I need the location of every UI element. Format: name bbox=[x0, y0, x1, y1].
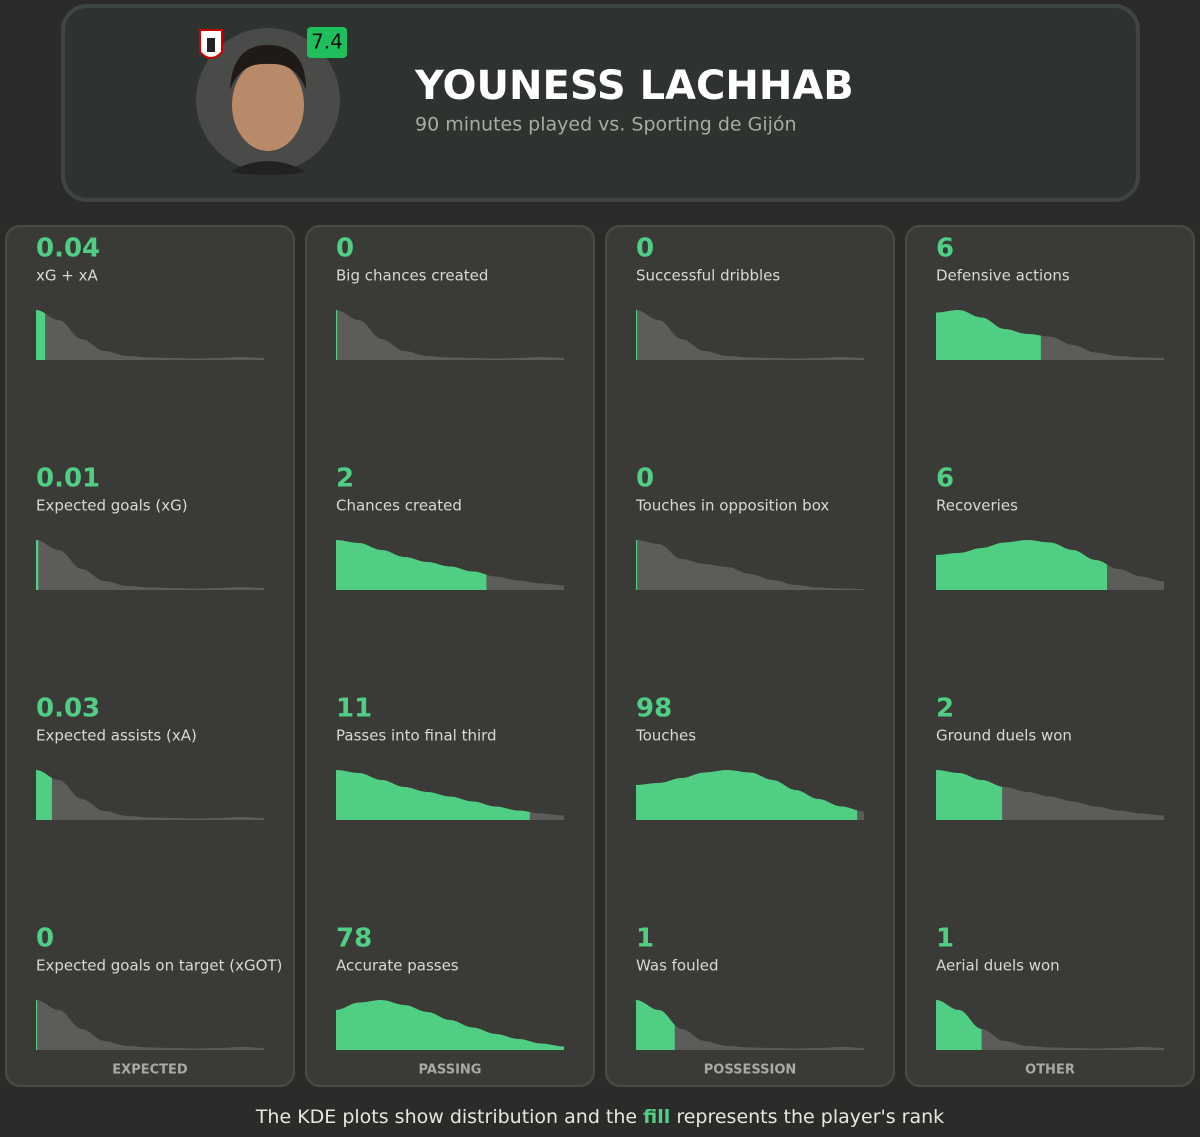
kde-fill bbox=[936, 770, 1003, 820]
kde-fill bbox=[636, 310, 638, 360]
stat-label: Accurate passes bbox=[336, 957, 459, 975]
kde-fill bbox=[336, 540, 487, 590]
stat-label: Was fouled bbox=[636, 957, 719, 975]
stat-column bbox=[905, 225, 1195, 1087]
stat-label: Big chances created bbox=[336, 267, 488, 285]
stat-value: 98 bbox=[636, 694, 672, 724]
stat-value: 78 bbox=[336, 924, 372, 954]
column-title: EXPECTED bbox=[112, 1063, 188, 1078]
avatar-shirt bbox=[230, 161, 306, 175]
stat-label: Defensive actions bbox=[936, 267, 1070, 285]
kde-curve bbox=[936, 1000, 1164, 1050]
stat-label: Ground duels won bbox=[936, 727, 1072, 745]
stat-value: 0 bbox=[36, 924, 54, 954]
stat-label: Touches in opposition box bbox=[635, 497, 829, 515]
kde-curve bbox=[36, 310, 264, 360]
kde-curve bbox=[336, 310, 564, 360]
stat-label: Touches bbox=[635, 727, 696, 745]
stat-value: 2 bbox=[936, 694, 954, 724]
avatar-face bbox=[232, 59, 304, 151]
column-title: POSSESSION bbox=[704, 1063, 797, 1078]
stat-value: 0 bbox=[636, 234, 654, 264]
stat-column bbox=[605, 225, 895, 1087]
stat-value: 0.04 bbox=[36, 234, 100, 264]
stat-label: Recoveries bbox=[936, 497, 1018, 515]
stat-value: 11 bbox=[336, 694, 372, 724]
stat-label: Chances created bbox=[336, 497, 462, 515]
kde-fill bbox=[936, 540, 1107, 590]
kde-curve bbox=[36, 540, 264, 590]
kde-fill bbox=[36, 770, 52, 820]
kde-fill bbox=[636, 1000, 675, 1050]
kde-fill bbox=[336, 310, 338, 360]
kde-fill bbox=[36, 310, 46, 360]
stat-column bbox=[305, 225, 595, 1087]
footer-after: represents the player's rank bbox=[676, 1106, 944, 1128]
kde-fill bbox=[36, 1000, 38, 1050]
stat-value: 0 bbox=[636, 464, 654, 494]
stat-value: 0 bbox=[336, 234, 354, 264]
kde-curve bbox=[36, 770, 264, 820]
stat-label: Aerial duels won bbox=[936, 957, 1060, 975]
match-subtitle: 90 minutes played vs. Sporting de Gijón bbox=[415, 114, 797, 136]
kde-fill bbox=[936, 310, 1041, 360]
kde-fill bbox=[636, 770, 858, 820]
kde-curve bbox=[636, 1000, 864, 1050]
stat-value: 0.03 bbox=[36, 694, 100, 724]
stat-label: Expected assists (xA) bbox=[36, 727, 197, 745]
kde-fill bbox=[936, 1000, 982, 1050]
stat-value: 6 bbox=[936, 464, 954, 494]
kde-fill bbox=[336, 1000, 564, 1050]
stat-value: 0.01 bbox=[36, 464, 100, 494]
stat-label: xG + xA bbox=[36, 267, 98, 285]
stat-value: 6 bbox=[936, 234, 954, 264]
stat-label: Successful dribbles bbox=[636, 267, 780, 285]
stat-label: Expected goals (xG) bbox=[36, 497, 188, 515]
avatar-hair bbox=[230, 45, 306, 90]
club-crest-detail bbox=[207, 38, 215, 52]
rating: 7.4 bbox=[311, 30, 343, 54]
column-title: OTHER bbox=[1025, 1063, 1075, 1078]
kde-curve bbox=[636, 540, 864, 590]
kde-fill bbox=[36, 540, 39, 590]
footer-highlight: fill bbox=[643, 1106, 670, 1128]
column-title: PASSING bbox=[419, 1063, 482, 1078]
stat-value: 1 bbox=[636, 924, 654, 954]
rating-badge bbox=[307, 27, 347, 58]
stat-columns: EXPECTED 0.04 xG + xA 0.01 Expected goals (x… bbox=[5, 225, 1195, 1087]
stat-label: Passes into final third bbox=[336, 727, 497, 745]
footer-before: The KDE plots show distribution and the bbox=[255, 1106, 637, 1128]
kde-curve bbox=[36, 1000, 264, 1050]
stat-value: 2 bbox=[336, 464, 354, 494]
kde-curve bbox=[636, 310, 864, 360]
footer-note: The KDE plots show distribution and the … bbox=[255, 1106, 944, 1128]
stat-column bbox=[5, 225, 295, 1087]
stat-value: 1 bbox=[936, 924, 954, 954]
player-name: YOUNESS LACHHAB bbox=[414, 63, 854, 109]
stat-label: Expected goals on target (xGOT) bbox=[36, 957, 282, 975]
kde-fill bbox=[336, 770, 530, 820]
kde-fill bbox=[636, 540, 638, 590]
